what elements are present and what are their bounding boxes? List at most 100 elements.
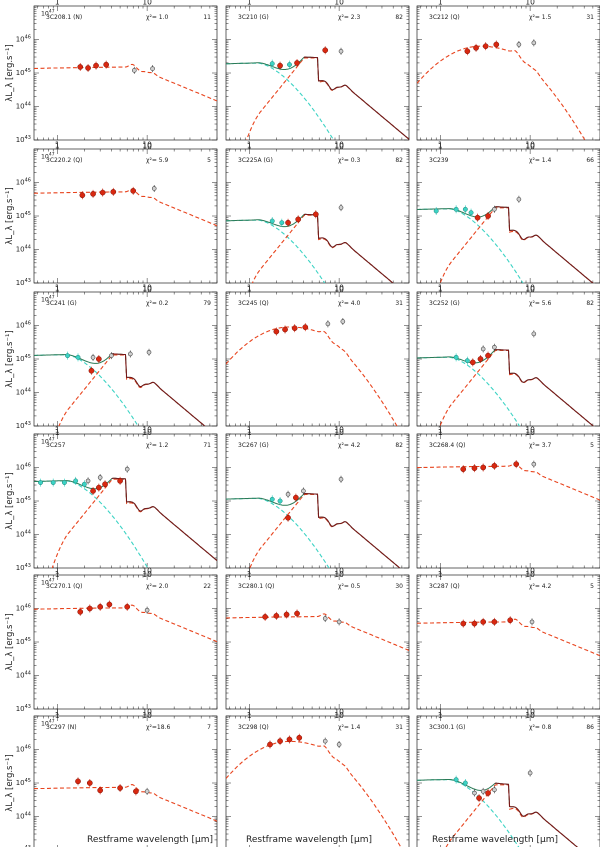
panel-index: 86 xyxy=(586,724,594,731)
data-points xyxy=(75,777,150,796)
panel-title: 3C208.1 (N) xyxy=(46,14,82,21)
x-tick-label-top: 1 xyxy=(55,708,60,717)
x-tick-label-bottom: 1 xyxy=(438,285,443,294)
x-tick-label-top: 10 xyxy=(334,567,344,576)
panel-index: 5 xyxy=(207,157,211,164)
x-tick-label-bottom: 1 xyxy=(438,142,443,151)
agn-model-line xyxy=(417,779,522,850)
panel-index: 82 xyxy=(586,300,594,307)
data-points xyxy=(269,204,344,227)
x-tick-label-top: 1 xyxy=(438,0,443,7)
y-tick-label: 1045 xyxy=(16,354,31,363)
host-data-point xyxy=(293,494,299,501)
agn-model-line xyxy=(226,497,330,568)
host-data-point xyxy=(493,41,500,48)
y-top-label: 1047 xyxy=(41,437,55,446)
host-data-point xyxy=(102,481,108,488)
y-tick-label: 1043 xyxy=(16,135,31,144)
host-data-point xyxy=(130,188,137,194)
host-data-point xyxy=(480,619,487,625)
curves xyxy=(226,740,404,850)
panel-index: 79 xyxy=(203,300,211,307)
x-tick-label-top: 10 xyxy=(525,567,535,576)
agn-data-point xyxy=(453,354,459,360)
host-data-point xyxy=(473,45,479,51)
curves xyxy=(226,613,409,652)
total-model-line-ir xyxy=(303,492,401,568)
host-model-line xyxy=(249,493,401,568)
x-tick-label-bottom: 10 xyxy=(142,428,152,437)
data-points xyxy=(77,600,150,616)
x-tick-label-top: 10 xyxy=(142,708,152,717)
y-tick-label: 1044 xyxy=(16,671,31,680)
panel-title: 3C280.1 (Q) xyxy=(238,583,275,590)
host-model-line xyxy=(34,604,217,643)
host-data-point xyxy=(90,488,96,494)
x-tick-label-top: 1 xyxy=(247,708,252,717)
y-axis-label: λL_λ [erg.s⁻¹] xyxy=(5,187,15,244)
y-tick-label: 1044 xyxy=(16,102,31,111)
host-data-point xyxy=(482,43,489,50)
x-tick-label-top: 1 xyxy=(438,426,443,435)
panel-chi2: χ²= 4.2 xyxy=(529,583,552,590)
x-tick-label-top: 1 xyxy=(438,284,443,293)
panel-title: 3C267 (G) xyxy=(238,442,269,449)
panel-title: 3C225A (G) xyxy=(238,157,273,164)
host-model-line xyxy=(439,207,594,283)
host-model-line xyxy=(51,478,217,568)
x-tick-label-bottom: 10 xyxy=(334,428,344,437)
curves xyxy=(417,618,600,657)
x-tick-label-top: 10 xyxy=(525,141,535,150)
host-data-point xyxy=(507,617,514,624)
panel-index: 71 xyxy=(203,442,211,449)
curves xyxy=(417,779,582,850)
sed-panel-15: 1 1 10 10 3C287 (Q) χ²= 4.2 5 xyxy=(416,567,600,720)
host-data-point xyxy=(99,189,106,196)
panel-title: 3C220.2 (Q) xyxy=(46,157,83,164)
data-points xyxy=(262,609,342,626)
sed-panel-4: 1 1 10 10 1043 1044 1045 1046 1047 λL_λ [erg.s⁻¹]… xyxy=(5,141,218,294)
y-tick-label: 1045 xyxy=(16,68,31,77)
sed-panel-11: 1 1 10 10 3C267 (G) χ²= 4.2 82 xyxy=(225,426,410,579)
host-model-line xyxy=(34,784,217,822)
x-tick-label-bottom: 10 xyxy=(525,285,535,294)
y-tick-label: 1046 xyxy=(16,35,31,44)
host-model-line xyxy=(34,63,217,102)
agn-data-point xyxy=(65,353,70,359)
y-top-label: 1047 xyxy=(41,719,55,728)
panel-chi2: χ²= 4.0 xyxy=(338,300,361,307)
data-points xyxy=(38,465,130,495)
host-data-point xyxy=(491,462,498,469)
y-tick-label: 1043 xyxy=(16,704,31,713)
x-tick-label-bottom: 1 xyxy=(55,711,60,720)
panel-title: 3C298 (Q) xyxy=(238,724,269,731)
y-tick-label: 1044 xyxy=(16,530,31,539)
ir-data-point xyxy=(516,196,522,202)
x-tick-label-bottom: 10 xyxy=(334,285,344,294)
x-tick-label-top: 10 xyxy=(142,141,152,150)
host-data-point xyxy=(88,367,95,374)
agn-data-point xyxy=(269,218,275,224)
y-tick-label: 1046 xyxy=(16,178,31,187)
panel-title: 3C252 (G) xyxy=(429,300,460,307)
agn-model-line xyxy=(417,208,524,283)
sed-panel-18: 1110103C300.1 (G)χ²= 0.886 xyxy=(416,708,600,851)
xlabel-center: Restframe wavelength [μm] xyxy=(246,835,372,845)
agn-data-point xyxy=(269,496,275,502)
ir-data-point xyxy=(150,66,155,71)
x-tick-label-bottom: 10 xyxy=(142,285,152,294)
host-data-point xyxy=(75,778,81,785)
total-model-line-ir xyxy=(111,477,217,561)
curves xyxy=(417,349,595,426)
panel-index: 5 xyxy=(590,583,594,590)
panel-title: 3C268.4 (Q) xyxy=(429,442,466,449)
sed-panel-14: 1 1 10 10 3C280.1 (Q) χ²= 0.5 30 xyxy=(225,567,410,720)
ir-data-point xyxy=(480,789,486,794)
host-data-point xyxy=(77,64,84,70)
host-data-point xyxy=(291,325,298,332)
xlabel-left: Restframe wavelength [μm] xyxy=(87,835,213,845)
total-model-line-ir xyxy=(303,56,409,140)
host-data-point xyxy=(97,787,104,794)
x-tick-label-top: 1 xyxy=(55,426,60,435)
